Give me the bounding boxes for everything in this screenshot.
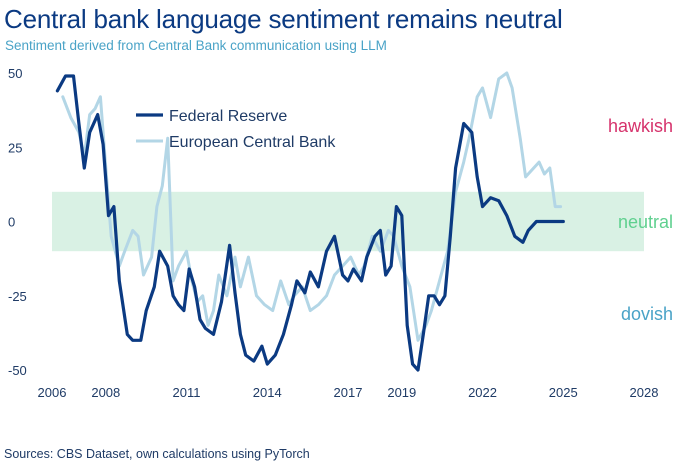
y-tick-label: -50 (8, 363, 27, 378)
x-tick-label: 2006 (38, 385, 67, 400)
x-tick-label: 2011 (173, 385, 201, 400)
x-tick-label: 2028 (630, 385, 659, 400)
x-tick-label: 2025 (549, 385, 578, 400)
chart-subtitle: Sentiment derived from Central Bank comm… (5, 38, 387, 53)
series-layer (55, 71, 565, 372)
source-note: Sources: CBS Dataset, own calculations u… (4, 447, 310, 461)
ecb-series-line (61, 71, 563, 342)
x-tick-label: 2022 (468, 385, 497, 400)
legend-label: Federal Reserve (169, 108, 287, 125)
zone-label-neutral: neutral (618, 212, 673, 232)
chart-title: Central bank language sentiment remains … (4, 4, 563, 34)
x-tick-label: 2014 (253, 385, 282, 400)
legend-label: European Central Bank (169, 134, 336, 151)
zone-label-dovish: dovish (621, 304, 673, 324)
fed-series-line (55, 74, 565, 372)
zone-label-hawkish: hawkish (608, 116, 673, 136)
tick-layer: 50 25 0 -25 -50 2006 2008 2011 2014 2017 2019 2022 2… (8, 66, 658, 400)
x-tick-label: 2017 (334, 385, 363, 400)
y-tick-label: -25 (8, 289, 27, 304)
y-tick-label: 25 (8, 140, 22, 155)
zone-labels: hawkish neutral dovish (608, 116, 673, 324)
y-tick-label: 0 (8, 215, 15, 230)
y-tick-label: 50 (8, 66, 22, 81)
legend: Federal Reserve European Central Bank (136, 108, 336, 151)
x-tick-label: 2019 (387, 385, 416, 400)
x-tick-label: 2008 (91, 385, 120, 400)
